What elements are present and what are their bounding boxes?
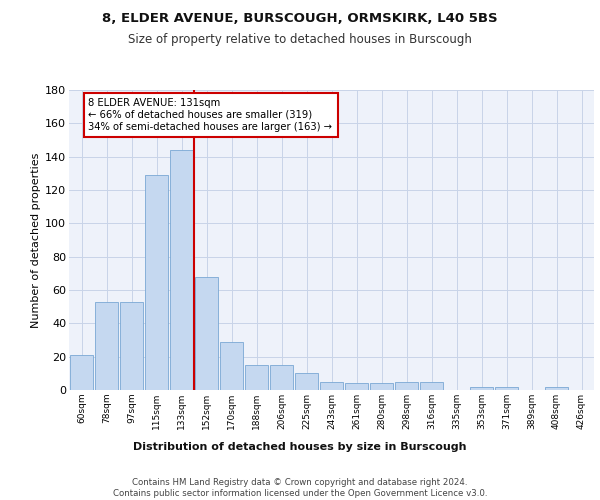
Bar [395,382,418,390]
Bar [220,342,243,390]
Bar [420,382,443,390]
Bar [145,175,168,390]
Bar [545,386,568,390]
Bar [470,386,493,390]
Text: Size of property relative to detached houses in Burscough: Size of property relative to detached ho… [128,32,472,46]
Bar [170,150,193,390]
Bar [495,386,518,390]
Bar [245,365,268,390]
Text: Distribution of detached houses by size in Burscough: Distribution of detached houses by size … [133,442,467,452]
Text: 8 ELDER AVENUE: 131sqm
← 66% of detached houses are smaller (319)
34% of semi-de: 8 ELDER AVENUE: 131sqm ← 66% of detached… [89,98,332,132]
Text: 8, ELDER AVENUE, BURSCOUGH, ORMSKIRK, L40 5BS: 8, ELDER AVENUE, BURSCOUGH, ORMSKIRK, L4… [102,12,498,26]
Bar [195,276,218,390]
Text: Contains HM Land Registry data © Crown copyright and database right 2024.
Contai: Contains HM Land Registry data © Crown c… [113,478,487,498]
Bar [120,302,143,390]
Bar [345,384,368,390]
Bar [270,365,293,390]
Bar [70,355,93,390]
Y-axis label: Number of detached properties: Number of detached properties [31,152,41,328]
Bar [370,384,393,390]
Bar [95,302,118,390]
Bar [295,374,318,390]
Bar [320,382,343,390]
